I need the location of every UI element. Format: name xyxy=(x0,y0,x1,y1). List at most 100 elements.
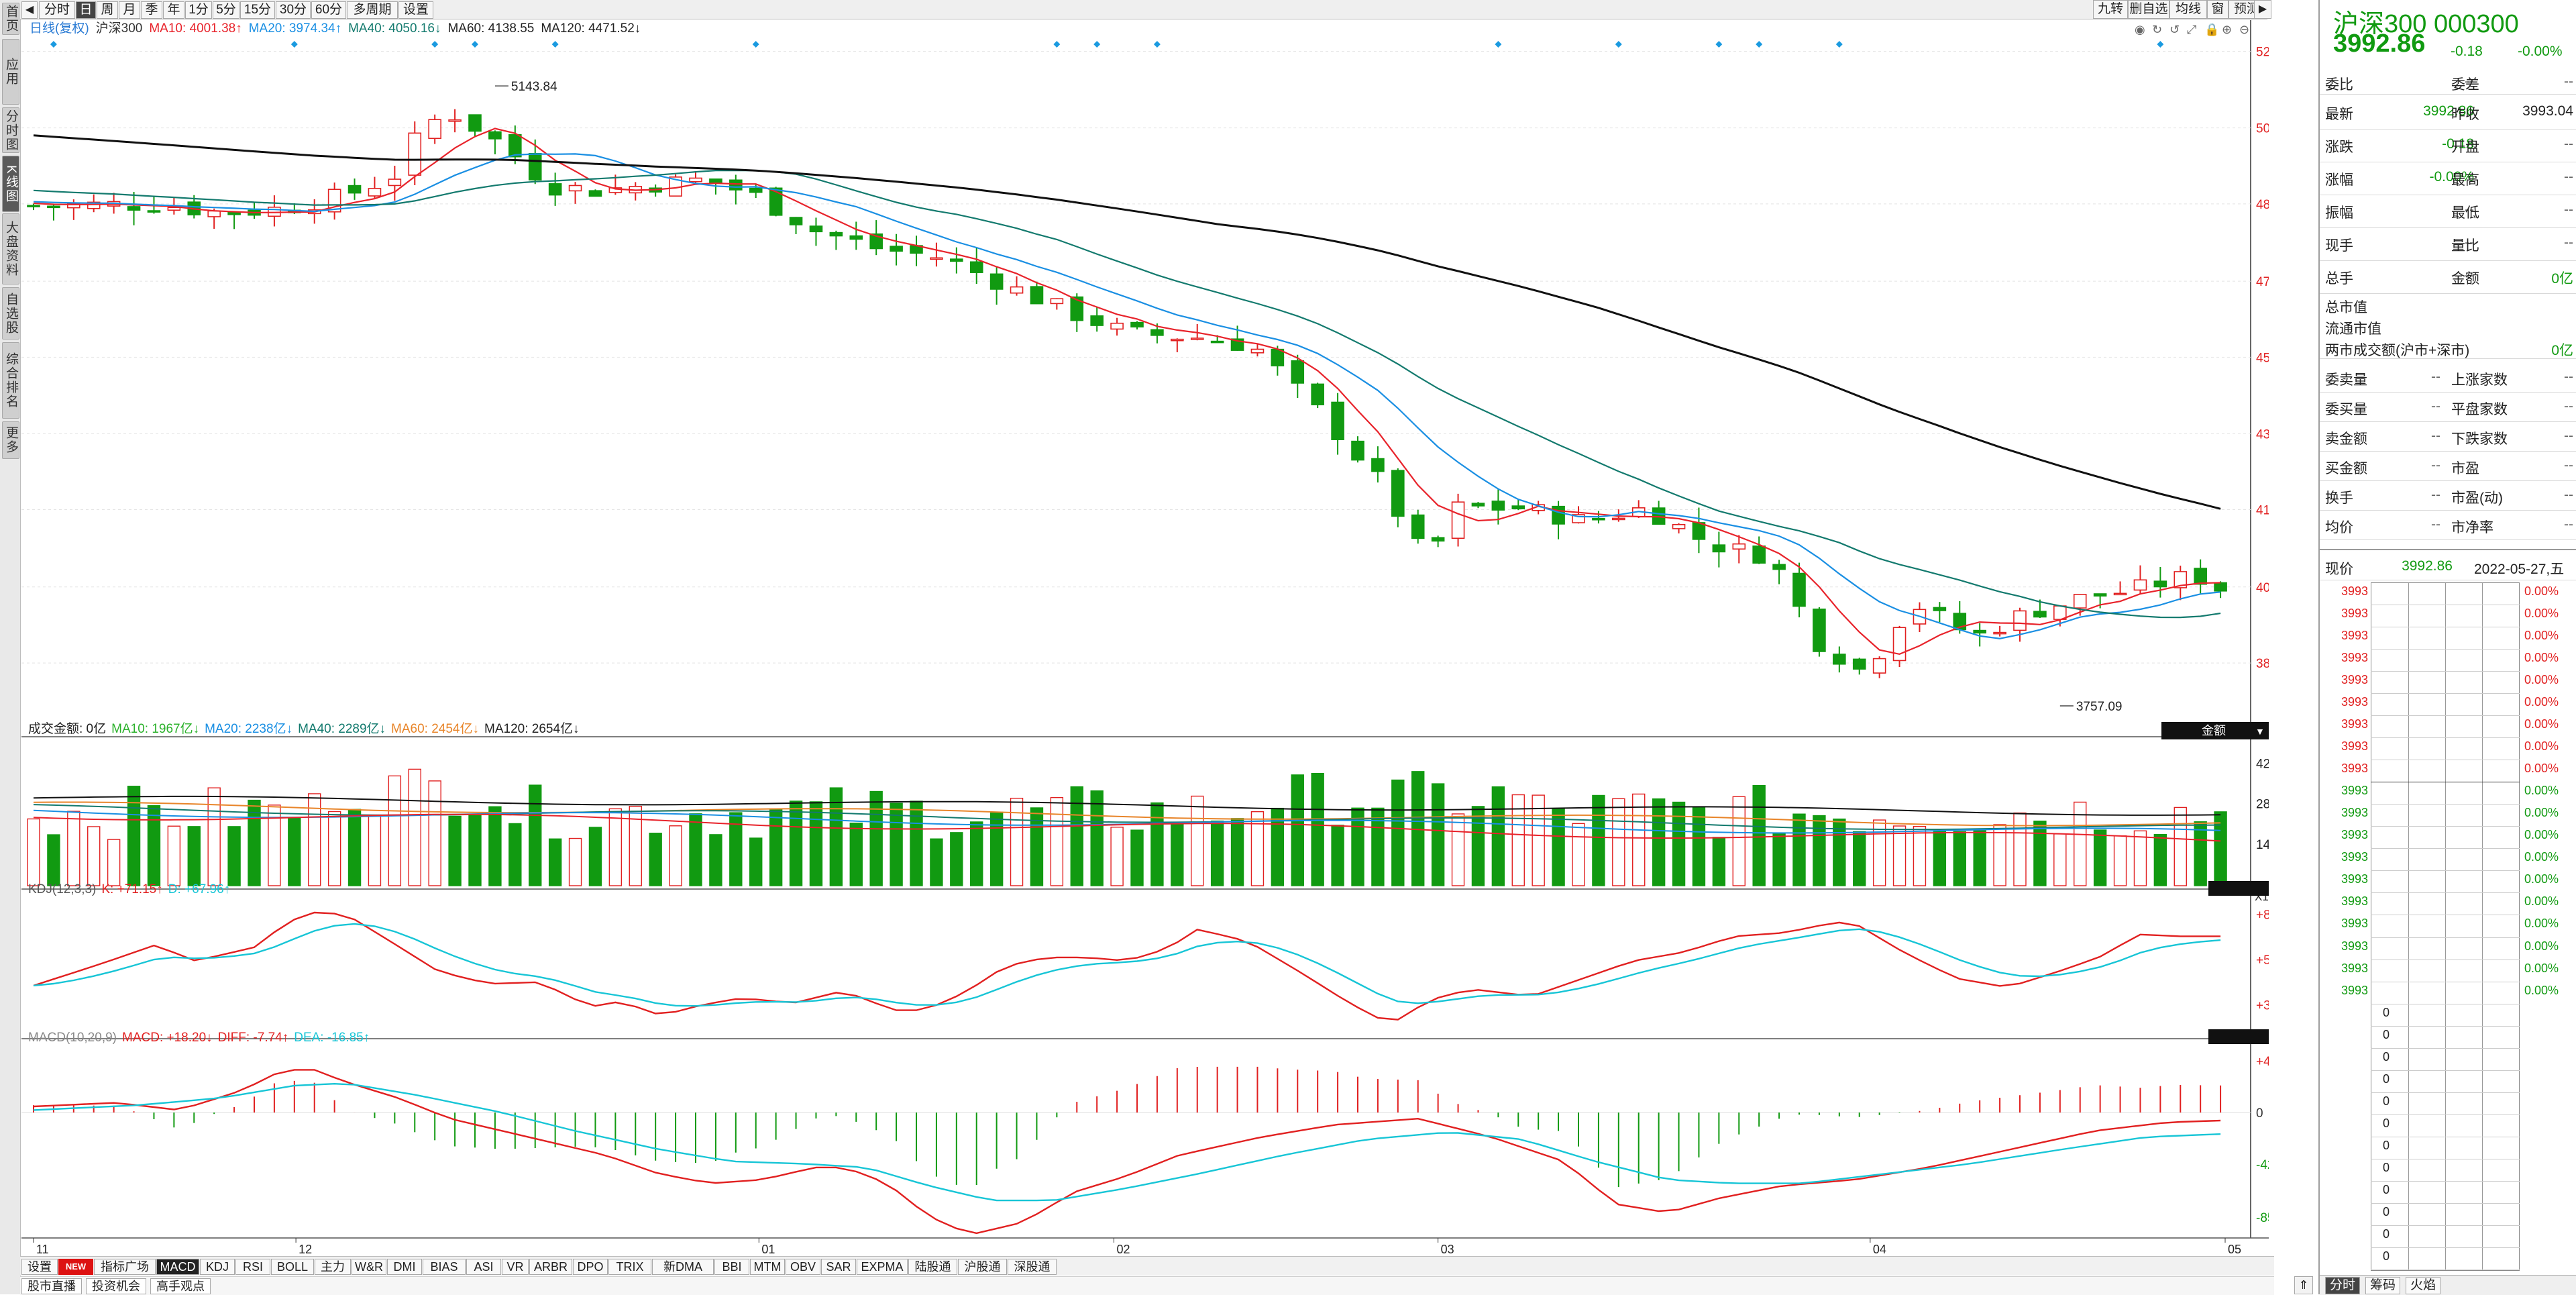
indicator-tab-14[interactable]: DPO xyxy=(573,1259,608,1275)
intraday-mini-chart[interactable] xyxy=(2371,582,2520,1271)
quote-value: -- xyxy=(2564,369,2573,384)
indicator-tab-17[interactable]: BBI xyxy=(714,1259,749,1275)
tool-button-0[interactable]: 九转 xyxy=(2093,0,2128,19)
price-axis-label: 4366 xyxy=(2256,427,2269,442)
tool-button-2[interactable]: 均线 xyxy=(2169,0,2207,19)
indicator-tab-0[interactable]: 设置 xyxy=(21,1259,58,1275)
period-tab-3[interactable]: 月 xyxy=(119,1,140,19)
period-tab-12[interactable]: 设置 xyxy=(398,1,433,19)
period-tab-2[interactable]: 周 xyxy=(97,1,118,19)
indicator-tab-20[interactable]: SAR xyxy=(821,1259,856,1275)
quote-label: 流通市值 xyxy=(2325,321,2381,337)
quote-tab-2[interactable]: 火焰 xyxy=(2406,1277,2441,1294)
indicator-tab-18[interactable]: MTM xyxy=(750,1259,785,1275)
legend-ma20: MA20: 3974.34↑ xyxy=(249,21,341,36)
kline-chart-svg[interactable]: 5221 5050 4880 4707 4537 4366 4196 4023 3853 5143… xyxy=(21,20,2296,1256)
indicator-tab-22[interactable]: 陆股通 xyxy=(908,1259,957,1275)
indicator-tab-6[interactable]: BOLL xyxy=(271,1259,314,1275)
scroll-right-arrow-icon[interactable]: ▶ xyxy=(2254,0,2271,19)
indicator-tab-13[interactable]: ARBR xyxy=(529,1259,572,1275)
candle xyxy=(227,211,241,229)
left-nav-item-3[interactable]: K线图 xyxy=(2,156,19,212)
news-tab-0[interactable]: 股市直播 xyxy=(21,1278,82,1294)
candle xyxy=(1250,344,1265,357)
mini-grid-line xyxy=(2371,1180,2520,1182)
candle xyxy=(2033,599,2047,619)
left-nav-item-5[interactable]: 自选股 xyxy=(2,287,19,340)
volume-bar xyxy=(789,800,803,886)
indicator-tab-24[interactable]: 深股通 xyxy=(1008,1259,1057,1275)
mini-pct-label: 0.00% xyxy=(2524,762,2559,776)
volume-legend-label: 成交金额: 0亿 xyxy=(28,721,106,736)
tool-button-3[interactable]: 窗 xyxy=(2207,0,2229,19)
kline-chart-area[interactable]: 5221 5050 4880 4707 4537 4366 4196 4023 3853 5143… xyxy=(21,20,2296,1256)
candle xyxy=(1171,338,1184,352)
chart-tool-icon: ◉ xyxy=(2135,23,2145,36)
left-nav-item-0[interactable]: 首页 xyxy=(2,3,19,35)
mini-price-label: 3993 xyxy=(2341,695,2368,709)
volume-bar xyxy=(970,821,983,886)
period-tab-10[interactable]: 60分 xyxy=(311,1,346,19)
legend-name: 沪深300 xyxy=(96,21,143,36)
period-tab-5[interactable]: 年 xyxy=(163,1,184,19)
collapse-arrow-icon[interactable]: ⇑ xyxy=(2294,1276,2313,1294)
candle xyxy=(1471,502,1485,509)
macd-axis-label: 0 xyxy=(2256,1106,2263,1121)
indicator-tab-21[interactable]: EXPMA xyxy=(857,1259,908,1275)
volume-bar xyxy=(408,768,421,886)
volume-bar xyxy=(1110,827,1124,886)
indicator-tab-2[interactable]: 指标广场 xyxy=(94,1259,156,1275)
period-tab-9[interactable]: 30分 xyxy=(276,1,311,19)
quote-tab-1[interactable]: 筹码 xyxy=(2365,1277,2401,1294)
mini-price-label: 3993 xyxy=(2341,894,2368,909)
scroll-left-arrow-icon[interactable]: ◀ xyxy=(21,1,38,19)
indicator-tab-3[interactable]: MACD xyxy=(156,1259,199,1275)
quote-row: 换手 -- 市盈(动) -- xyxy=(2320,480,2576,511)
indicator-tab-11[interactable]: ASI xyxy=(466,1259,501,1275)
price-gridlines xyxy=(21,51,2251,664)
candle xyxy=(268,195,281,227)
indicator-tab-9[interactable]: DMI xyxy=(387,1259,422,1275)
indicator-tab-19[interactable]: OBV xyxy=(786,1259,820,1275)
quote-row: 总市值 xyxy=(2320,294,2576,315)
period-tab-1[interactable]: 日 xyxy=(76,1,96,19)
indicator-tab-1[interactable]: NEW xyxy=(58,1259,93,1275)
index-price: 3992.86 xyxy=(2333,30,2426,58)
news-tab-2[interactable]: 高手观点 xyxy=(150,1278,211,1294)
period-tab-8[interactable]: 15分 xyxy=(240,1,275,19)
indicator-tab-5[interactable]: RSI xyxy=(235,1259,270,1275)
indicator-tab-12[interactable]: VR xyxy=(502,1259,529,1275)
quote-tab-0[interactable]: 分时 xyxy=(2325,1277,2361,1294)
left-nav-item-2[interactable]: 分时图 xyxy=(2,107,19,153)
indicator-tab-4[interactable]: KDJ xyxy=(200,1259,235,1275)
indicator-tab-7[interactable]: 主力 xyxy=(315,1259,351,1275)
indicator-tab-23[interactable]: 沪股通 xyxy=(958,1259,1007,1275)
indicator-tab-10[interactable]: BIAS xyxy=(423,1259,466,1275)
event-marker-icon xyxy=(551,41,559,48)
period-tab-7[interactable]: 5分 xyxy=(213,1,239,19)
volume-bar xyxy=(1431,783,1445,886)
legend-ma120: MA120: 4471.52↓ xyxy=(541,21,641,36)
indicator-tab-8[interactable]: W&R xyxy=(352,1259,386,1275)
indicator-tab-16[interactable]: 新DMA xyxy=(652,1259,714,1275)
indicator-tab-15[interactable]: TRIX xyxy=(608,1259,651,1275)
left-nav-item-6[interactable]: 综合排名 xyxy=(2,342,19,419)
volume-legend-ma10: MA10: 1967亿↓ xyxy=(111,721,199,736)
quote-label: 委比 xyxy=(2325,77,2353,93)
left-nav-item-4[interactable]: 大盘资料 xyxy=(2,213,19,284)
volume-bar xyxy=(1772,833,1786,886)
period-tab-4[interactable]: 季 xyxy=(141,1,162,19)
candle xyxy=(588,189,602,197)
period-tab-0[interactable]: 分时 xyxy=(39,1,75,19)
now-price: 3992.86 xyxy=(2402,558,2453,574)
volume-bar xyxy=(147,805,161,886)
left-nav-item-1[interactable]: 应用 xyxy=(2,39,19,105)
period-tab-11[interactable]: 多周期 xyxy=(347,1,398,19)
volume-bar xyxy=(2153,834,2167,886)
candle xyxy=(1732,535,1746,564)
period-tab-6[interactable]: 1分 xyxy=(185,1,212,19)
left-nav-item-7[interactable]: 更多 xyxy=(2,421,19,459)
volume-bar xyxy=(1692,807,1706,886)
news-tab-1[interactable]: 投资机会 xyxy=(86,1278,146,1294)
tool-button-1[interactable]: 删自选 xyxy=(2128,0,2169,19)
